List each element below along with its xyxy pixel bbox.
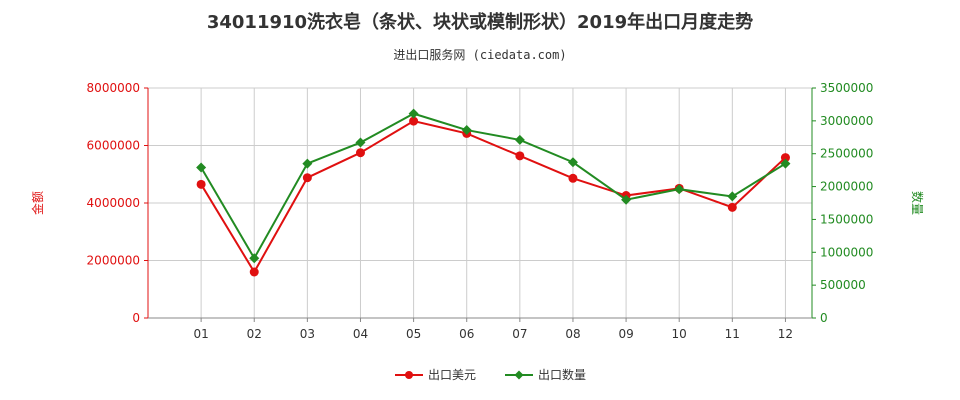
- data-point: [674, 184, 685, 195]
- right-tick-label: 2000000: [820, 180, 873, 194]
- right-tick-label: 3500000: [820, 81, 873, 95]
- left-tick-label: 0: [132, 311, 140, 325]
- legend-marker: [514, 370, 524, 380]
- right-tick-label: 1500000: [820, 212, 873, 226]
- data-point: [196, 162, 207, 173]
- legend-label: 出口美元: [428, 368, 476, 382]
- legend-marker: [405, 371, 413, 379]
- left-axis-label: 金额: [30, 191, 45, 215]
- series-layer: [196, 108, 791, 277]
- data-point: [461, 125, 472, 136]
- x-tick-label: 01: [193, 327, 208, 341]
- chart-title: 34011910洗衣皂（条状、块状或模制形状）2019年出口月度走势: [206, 12, 754, 33]
- x-tick-label: 02: [247, 327, 262, 341]
- data-point: [727, 191, 738, 202]
- x-tick-label: 05: [406, 327, 421, 341]
- data-point: [727, 202, 737, 212]
- x-axis-ticks: 01 02 03 04 05 06 07 08 09 10 11 12: [193, 318, 793, 341]
- left-tick-label: 2000000: [87, 254, 140, 268]
- data-point: [196, 179, 206, 189]
- data-point: [567, 157, 578, 168]
- left-axis-ticks: 0 2000000 4000000 6000000 8000000: [87, 81, 148, 325]
- right-axis-label: 数量: [910, 191, 925, 215]
- x-tick-label: 03: [300, 327, 315, 341]
- data-point: [355, 137, 366, 148]
- x-tick-label: 08: [565, 327, 580, 341]
- data-point: [514, 134, 525, 145]
- x-tick-label: 12: [778, 327, 793, 341]
- data-point: [409, 116, 419, 126]
- data-point: [355, 148, 365, 158]
- series-line-left: [200, 119, 787, 274]
- x-tick-label: 09: [618, 327, 633, 341]
- right-tick-label: 3000000: [820, 114, 873, 128]
- legend: 出口美元 出口数量: [395, 367, 586, 382]
- x-tick-label: 06: [459, 327, 474, 341]
- data-point: [302, 158, 313, 169]
- data-point: [249, 267, 259, 277]
- data-point: [780, 153, 790, 163]
- right-tick-label: 0: [820, 311, 828, 325]
- data-point: [515, 151, 525, 161]
- right-tick-label: 2500000: [820, 147, 873, 161]
- left-tick-label: 8000000: [87, 81, 140, 95]
- grid-lines: [148, 87, 812, 319]
- x-tick-label: 10: [672, 327, 687, 341]
- left-tick-label: 6000000: [87, 139, 140, 153]
- right-tick-label: 1000000: [820, 245, 873, 259]
- data-point: [568, 173, 578, 183]
- data-point: [249, 253, 260, 264]
- data-point: [780, 158, 791, 169]
- series-line-right: [200, 112, 786, 261]
- legend-label: 出口数量: [538, 367, 586, 382]
- right-axis-ticks: 0 500000 1000000 1500000 2000000 2500000 30000…: [812, 81, 873, 325]
- x-tick-label: 07: [512, 327, 527, 341]
- right-tick-label: 500000: [820, 278, 866, 292]
- data-point: [621, 194, 632, 205]
- x-tick-label: 11: [725, 327, 740, 341]
- data-point: [302, 173, 312, 183]
- x-tick-label: 04: [353, 327, 368, 341]
- data-point: [408, 108, 419, 119]
- left-tick-label: 4000000: [87, 196, 140, 210]
- chart-subtitle: 进出口服务网 (ciedata.com): [393, 48, 567, 62]
